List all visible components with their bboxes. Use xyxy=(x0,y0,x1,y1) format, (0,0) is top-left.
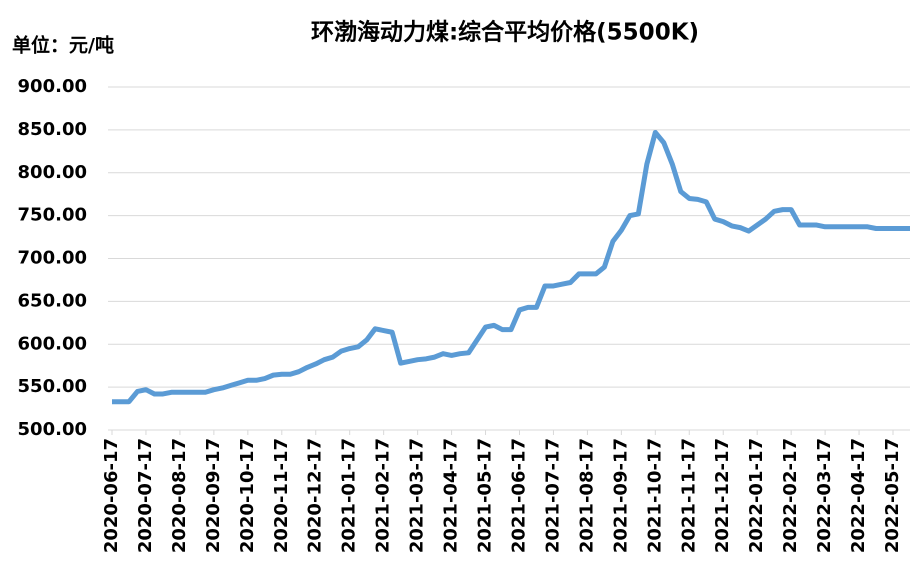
x-tick-label: 2020-11-17 xyxy=(271,438,292,553)
y-tick-label: 700.00 xyxy=(18,248,87,269)
y-tick-label: 650.00 xyxy=(18,290,87,311)
chart-title: 环渤海动力煤:综合平均价格(5500K) xyxy=(311,19,699,46)
data-line xyxy=(112,129,910,405)
y-tick-label: 900.00 xyxy=(18,76,87,97)
y-tick-label: 500.00 xyxy=(18,419,87,440)
x-tick-label: 2021-11-17 xyxy=(678,438,699,553)
x-tick-label: 2020-12-17 xyxy=(305,438,326,553)
x-tick-label: 2021-07-17 xyxy=(542,438,563,553)
x-tick-label: 2020-06-17 xyxy=(101,438,122,553)
x-tick-label: 2022-02-17 xyxy=(780,438,801,553)
x-tick-label: 2020-07-17 xyxy=(135,438,156,553)
x-tick-label: 2021-09-17 xyxy=(610,438,631,553)
x-tick-label: 2021-10-17 xyxy=(644,438,665,553)
x-tick-label: 2020-10-17 xyxy=(237,438,258,553)
y-tick-label: 550.00 xyxy=(18,376,87,397)
x-tick-label: 2021-02-17 xyxy=(373,438,394,553)
x-tick-label: 2022-01-17 xyxy=(746,438,767,553)
x-tick-label: 2021-01-17 xyxy=(339,438,360,553)
x-tick-label: 2021-12-17 xyxy=(712,438,733,553)
y-tick-label: 750.00 xyxy=(18,205,87,226)
x-tick-label: 2021-04-17 xyxy=(441,438,462,553)
y-tick-label: 800.00 xyxy=(18,162,87,183)
y-tick-label: 850.00 xyxy=(18,119,87,140)
x-tick-label: 2021-05-17 xyxy=(475,438,496,553)
x-tick-label: 2021-03-17 xyxy=(407,438,428,553)
x-tick-label: 2022-03-17 xyxy=(814,438,835,553)
x-tick-label: 2022-05-17 xyxy=(882,438,903,553)
x-tick-label: 2020-09-17 xyxy=(203,438,224,553)
x-tick-label: 2021-08-17 xyxy=(576,438,597,553)
unit-label: 单位：元/吨 xyxy=(12,34,114,57)
x-tick-label: 2020-08-17 xyxy=(169,438,190,553)
x-tick-label: 2022-04-17 xyxy=(848,438,869,553)
x-tick-label: 2021-06-17 xyxy=(508,438,529,553)
y-tick-label: 600.00 xyxy=(18,333,87,354)
